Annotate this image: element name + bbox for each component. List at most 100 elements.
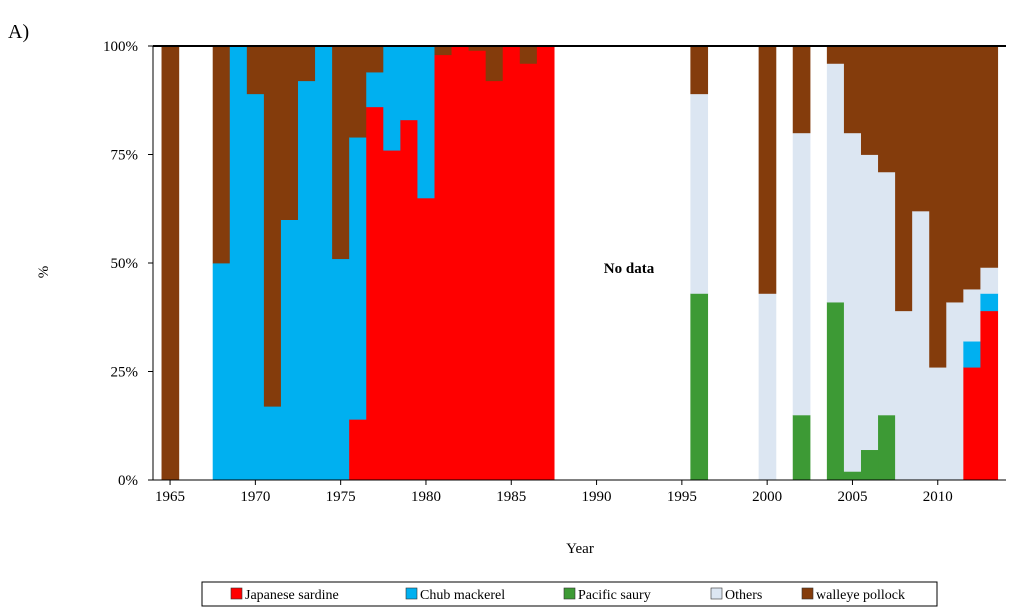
legend-swatch-japanese-sardine [230,587,243,600]
bar-walleye-pollock-1996 [690,46,709,95]
bar-others-2002 [792,132,811,416]
bar-chub-mackerel-2013 [980,293,999,312]
bar-others-2005 [843,132,862,472]
legend-items: Japanese sardine Chub mackerel Pacific sau… [230,587,905,603]
bar-chub-mackerel-1968 [212,263,231,481]
bar-japanese-sardine-1977 [366,106,384,481]
bar-walleye-pollock-2000 [758,46,777,294]
bar-walleye-pollock-1965 [161,46,180,481]
y-tick-label: 25% [111,365,139,381]
legend-label-japanese-sardine: Japanese sardine [245,588,339,603]
bar-walleye-pollock-2011 [946,46,964,303]
bar-japanese-sardine-1983 [468,50,487,481]
bar-walleye-pollock-2008 [895,46,913,312]
bar-others-2009 [912,210,930,481]
bar-japanese-sardine-1980 [417,197,436,481]
y-axis-ticks: 0% 25% 50% 75% 100% [103,39,153,489]
x-axis-label: Year [566,541,594,557]
bar-walleye-pollock-2012 [963,46,982,290]
bar-others-2010 [929,367,947,481]
bar-pacific-saury-2007 [878,414,896,481]
x-tick-label: 1980 [411,489,441,505]
bar-walleye-pollock-2002 [792,46,811,134]
legend-swatch-walleye-pollock [801,587,814,600]
x-tick-label: 1975 [326,489,356,505]
bar-walleye-pollock-2007 [878,46,896,173]
bar-others-2013 [980,267,999,294]
bar-walleye-pollock-1977 [366,46,384,73]
bar-chub-mackerel-1976 [349,137,367,420]
bar-walleye-pollock-1986 [519,46,538,64]
bar-others-2004 [826,63,845,303]
bar-chub-mackerel-1974 [315,46,333,481]
x-tick-label: 1985 [496,489,526,505]
bar-others-2011 [946,302,964,481]
bar-others-2000 [758,293,777,481]
bar-japanese-sardine-1976 [349,419,367,481]
bar-pacific-saury-2005 [843,471,862,481]
bar-others-2007 [878,171,896,416]
bar-japanese-sardine-1984 [485,80,504,481]
bar-walleye-pollock-1972 [280,46,299,220]
bar-chub-mackerel-1978 [383,46,401,151]
bar-chub-mackerel-1973 [298,80,316,481]
bar-pacific-saury-1996 [690,293,709,481]
bar-walleye-pollock-2010 [929,46,947,368]
bar-chub-mackerel-1977 [366,72,384,108]
legend-swatch-others [710,587,723,600]
y-tick-label: 50% [111,256,139,272]
bar-japanese-sardine-1986 [519,63,538,481]
bar-japanese-sardine-1982 [451,46,470,481]
bar-others-2006 [860,154,879,451]
bars-group [161,46,999,481]
bar-walleye-pollock-2009 [912,46,930,212]
bar-walleye-pollock-2005 [843,46,862,134]
legend-label-others: Others [725,588,762,603]
bar-pacific-saury-2004 [826,302,845,481]
legend-label-walleye-pollock: walleye pollock [816,588,905,603]
y-tick-label: 75% [111,148,139,164]
bar-walleye-pollock-2013 [980,46,999,268]
bar-others-1996 [690,93,709,294]
bar-japanese-sardine-2012 [963,367,982,481]
bar-walleye-pollock-1973 [298,46,316,82]
legend-swatch-pacific-saury [563,587,576,600]
bar-walleye-pollock-1981 [434,46,453,56]
x-tick-label: 2005 [837,489,867,505]
y-tick-label: 100% [103,39,138,55]
no-data-annotation: No data [604,261,655,277]
x-tick-label: 1995 [667,489,697,505]
y-axis-label: % [36,266,52,279]
bar-chub-mackerel-1971 [263,406,282,481]
bar-walleye-pollock-1983 [468,46,487,51]
bar-chub-mackerel-1979 [400,46,419,121]
legend-label-chub-mackerel: Chub mackerel [420,588,505,603]
bar-walleye-pollock-2004 [826,46,845,64]
bar-walleye-pollock-2006 [860,46,879,155]
bar-walleye-pollock-1975 [332,46,350,260]
bar-chub-mackerel-1972 [280,219,299,481]
bar-chub-mackerel-2012 [963,341,982,368]
bar-chub-mackerel-1980 [417,46,436,199]
bar-walleye-pollock-1971 [263,46,282,407]
bar-chub-mackerel-1970 [246,93,265,481]
bar-chub-mackerel-1975 [332,258,350,481]
bar-japanese-sardine-2013 [980,310,999,481]
legend-swatch-chub-mackerel [405,587,418,600]
bar-japanese-sardine-1987 [536,46,555,481]
bar-japanese-sardine-1981 [434,54,453,481]
x-tick-label: 1990 [582,489,612,505]
bar-chub-mackerel-1969 [229,46,248,481]
y-tick-label: 0% [118,473,138,489]
legend: Japanese sardine Chub mackerel Pacific sau… [201,581,938,607]
bar-japanese-sardine-1978 [383,150,401,481]
legend-label-pacific-saury: Pacific saury [578,588,651,603]
x-tick-label: 1965 [155,489,185,505]
bar-japanese-sardine-1979 [400,119,419,481]
bar-others-2012 [963,289,982,342]
bar-walleye-pollock-1970 [246,46,265,95]
bar-pacific-saury-2006 [860,449,879,481]
bar-walleye-pollock-1968 [212,46,231,264]
x-tick-label: 1970 [240,489,270,505]
